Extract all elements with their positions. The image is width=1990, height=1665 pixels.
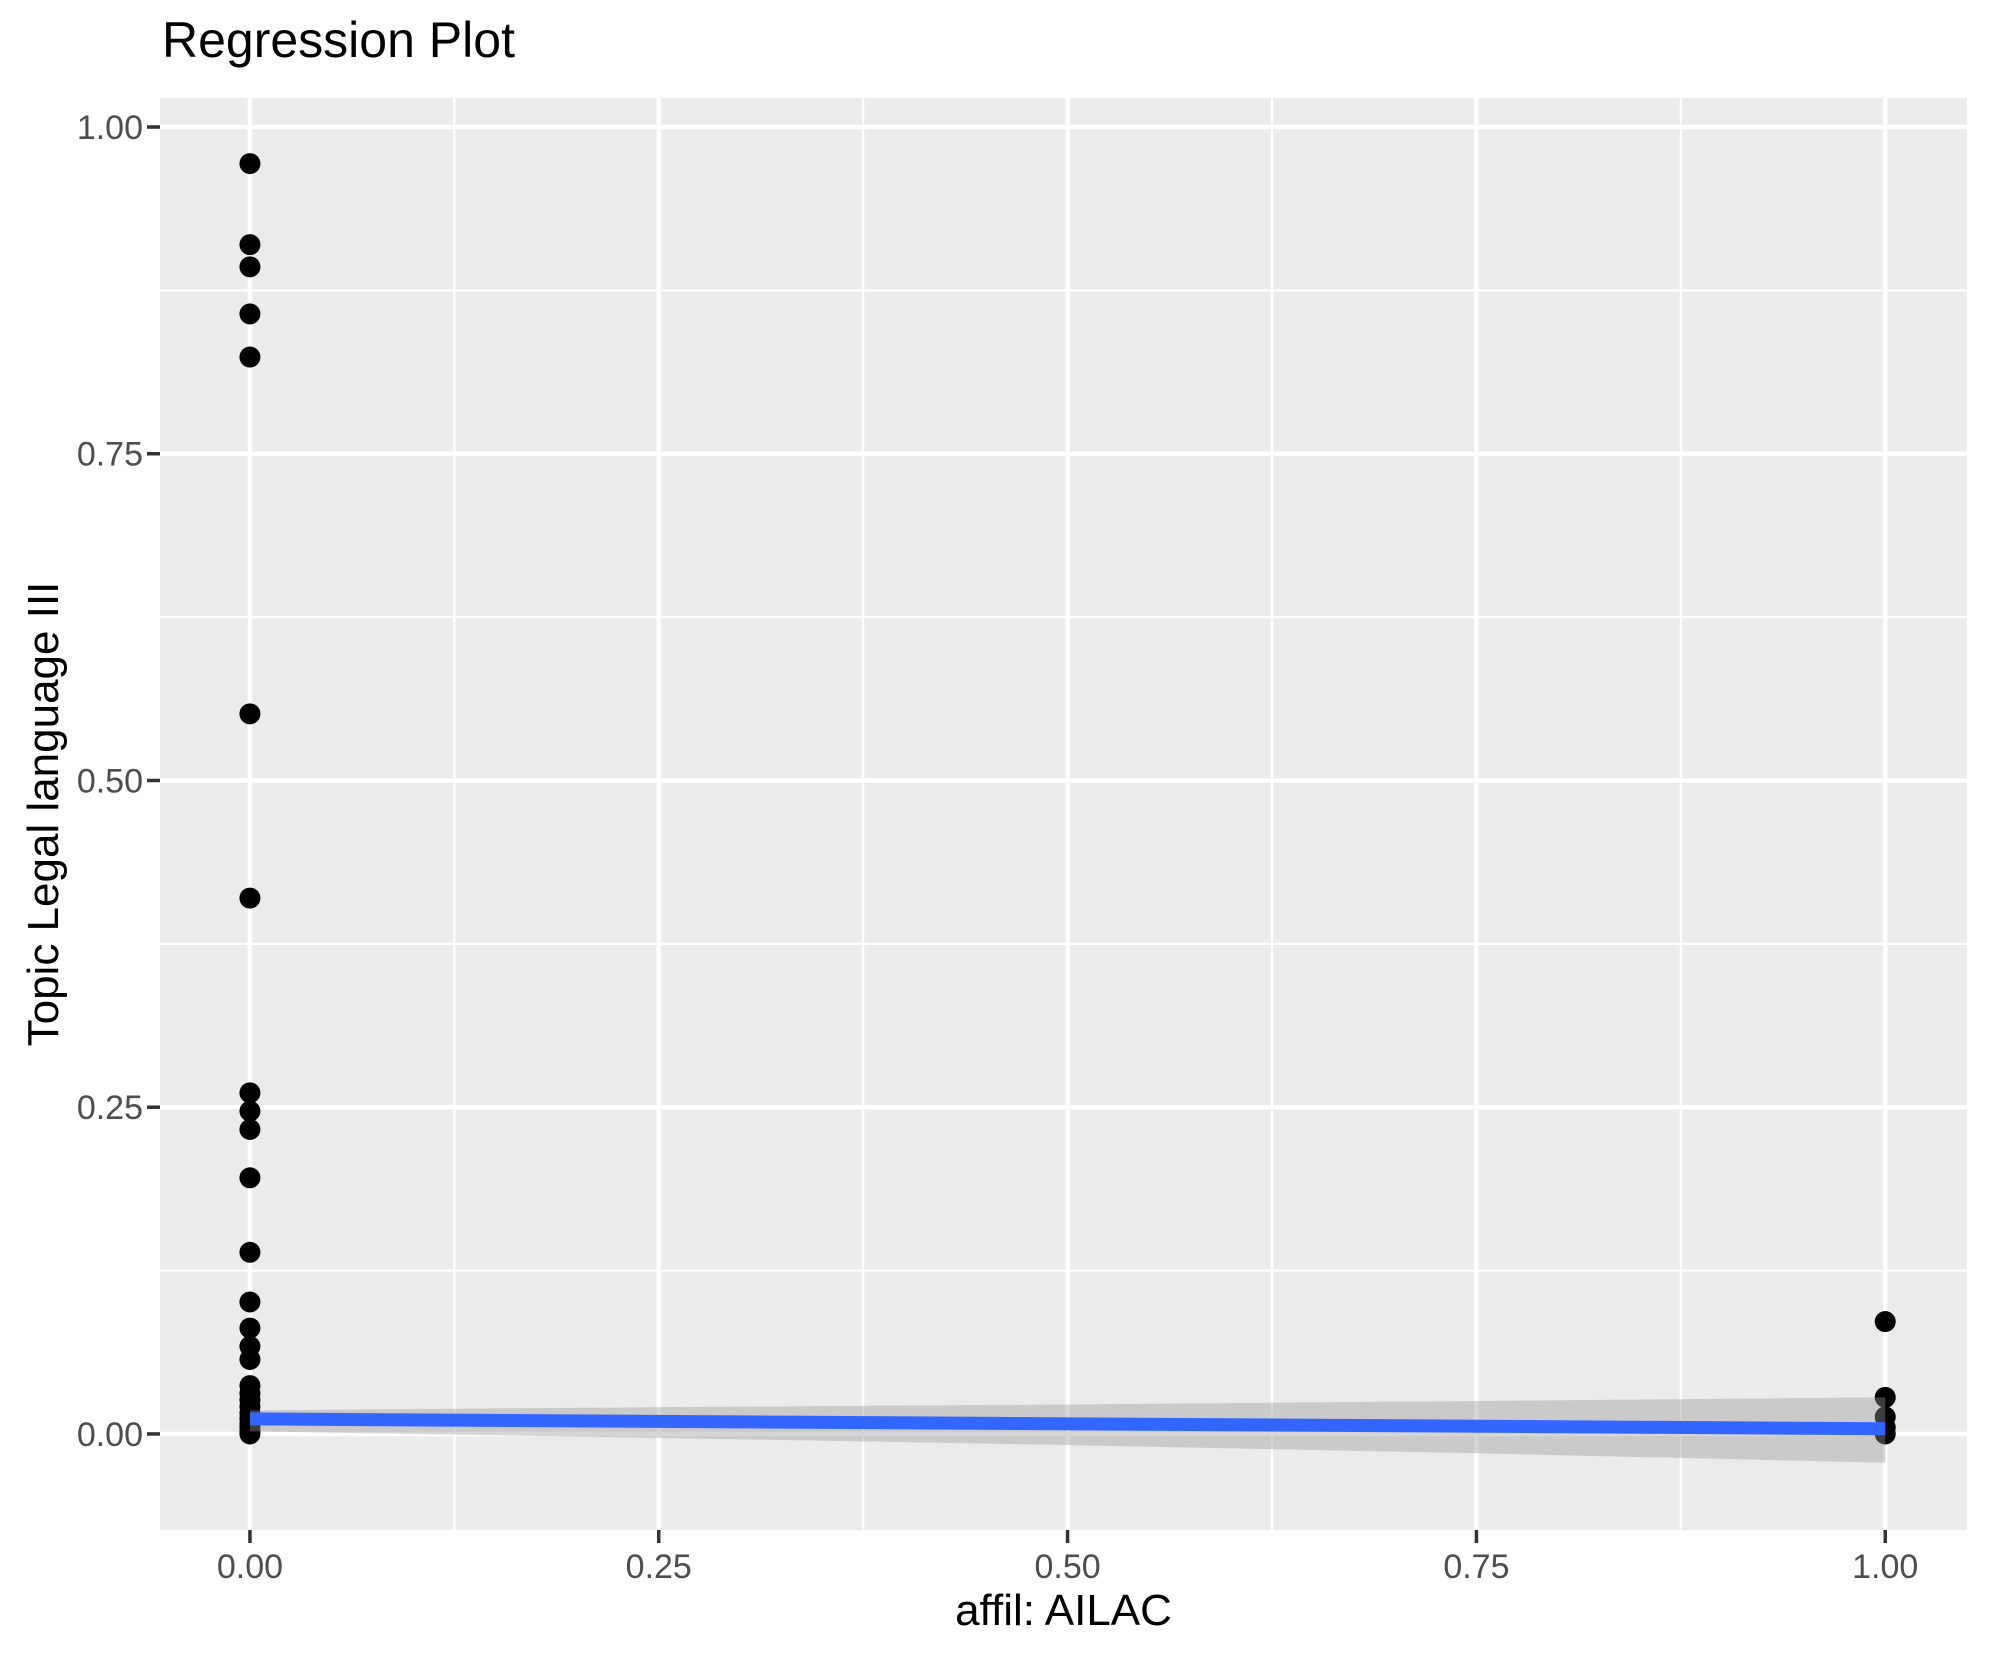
y-tick-label: 0.00 — [77, 1416, 143, 1454]
data-point — [1874, 1386, 1896, 1408]
y-tick-label: 0.50 — [77, 762, 143, 800]
data-point — [239, 1348, 261, 1370]
data-point — [239, 1317, 261, 1339]
x-tick-label: 0.25 — [626, 1548, 692, 1586]
data-point — [239, 303, 261, 325]
data-point — [239, 1118, 261, 1140]
data-point — [239, 1423, 261, 1445]
data-point — [239, 346, 261, 368]
data-point — [239, 887, 261, 909]
y-tick-label: 0.25 — [77, 1089, 143, 1127]
x-tick-label: 0.50 — [1034, 1548, 1100, 1586]
data-point — [239, 153, 261, 175]
data-point — [239, 1167, 261, 1189]
data-point — [239, 1291, 261, 1313]
x-tick-label: 1.00 — [1852, 1548, 1918, 1586]
y-tick-label: 1.00 — [77, 109, 143, 147]
data-point — [239, 703, 261, 725]
x-axis-title: affil: AILAC — [955, 1586, 1172, 1635]
y-axis-title: Topic Legal language III — [19, 581, 68, 1047]
regression-line — [249, 1412, 1886, 1436]
plot-panel — [160, 98, 1967, 1530]
data-point — [239, 1082, 261, 1104]
data-point — [239, 256, 261, 278]
y-tick-label: 0.75 — [77, 436, 143, 474]
x-tick-label: 0.00 — [217, 1548, 283, 1586]
x-tick-label: 0.75 — [1443, 1548, 1509, 1586]
data-point — [239, 234, 261, 256]
data-point — [1874, 1311, 1896, 1333]
data-point — [239, 1100, 261, 1122]
plot-title: Regression Plot — [162, 12, 515, 68]
data-point — [239, 1241, 261, 1263]
